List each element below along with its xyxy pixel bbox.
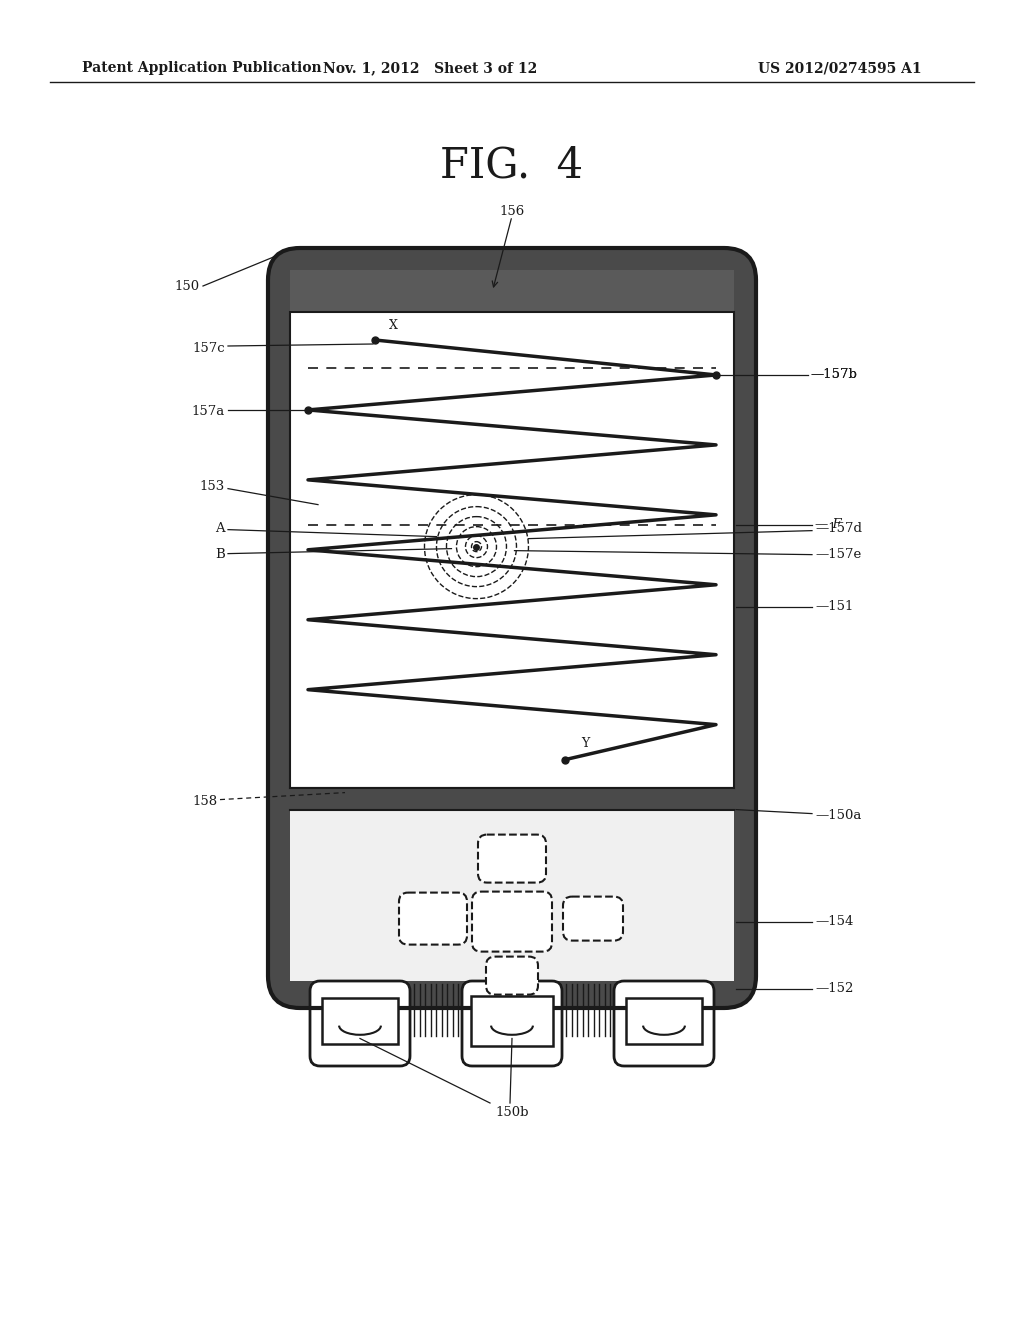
- Text: —157b: —157b: [810, 368, 857, 381]
- Bar: [290, 271, 734, 312]
- FancyBboxPatch shape: [472, 891, 552, 952]
- Text: —154: —154: [815, 915, 853, 928]
- Text: B: B: [215, 548, 225, 561]
- Text: 157c: 157c: [193, 342, 225, 355]
- FancyBboxPatch shape: [478, 834, 546, 883]
- Text: — F: — F: [815, 519, 842, 531]
- Text: FIG.  4: FIG. 4: [440, 144, 584, 186]
- FancyBboxPatch shape: [268, 248, 756, 1008]
- Bar: [322, 998, 398, 1044]
- Text: US 2012/0274595 A1: US 2012/0274595 A1: [758, 61, 922, 75]
- Text: 157a: 157a: [191, 405, 225, 418]
- FancyBboxPatch shape: [399, 892, 467, 945]
- Text: X: X: [389, 319, 398, 333]
- Bar: [290, 788, 734, 809]
- Text: —151: —151: [815, 601, 853, 612]
- Bar: [290, 809, 734, 986]
- Text: —150a: —150a: [815, 809, 861, 822]
- Text: —157b: —157b: [810, 368, 857, 381]
- Text: 150: 150: [175, 280, 200, 293]
- Text: 150b: 150b: [496, 1106, 528, 1119]
- Bar: [471, 997, 553, 1045]
- FancyBboxPatch shape: [563, 896, 623, 941]
- Bar: [290, 312, 734, 788]
- Text: 153: 153: [200, 480, 225, 494]
- Text: A: A: [215, 523, 225, 535]
- Text: 156: 156: [500, 205, 524, 218]
- FancyBboxPatch shape: [462, 981, 562, 1067]
- Text: Nov. 1, 2012   Sheet 3 of 12: Nov. 1, 2012 Sheet 3 of 12: [323, 61, 538, 75]
- FancyBboxPatch shape: [310, 981, 410, 1067]
- FancyBboxPatch shape: [486, 957, 538, 994]
- Text: —157e: —157e: [815, 548, 861, 561]
- Text: 158: 158: [193, 795, 218, 808]
- FancyBboxPatch shape: [614, 981, 714, 1067]
- Text: —152: —152: [815, 982, 853, 995]
- Text: Y: Y: [582, 737, 590, 750]
- Bar: [626, 998, 702, 1044]
- Text: Patent Application Publication: Patent Application Publication: [82, 61, 322, 75]
- FancyBboxPatch shape: [290, 271, 734, 986]
- Bar: [290, 981, 734, 999]
- Text: —157d: —157d: [815, 523, 862, 535]
